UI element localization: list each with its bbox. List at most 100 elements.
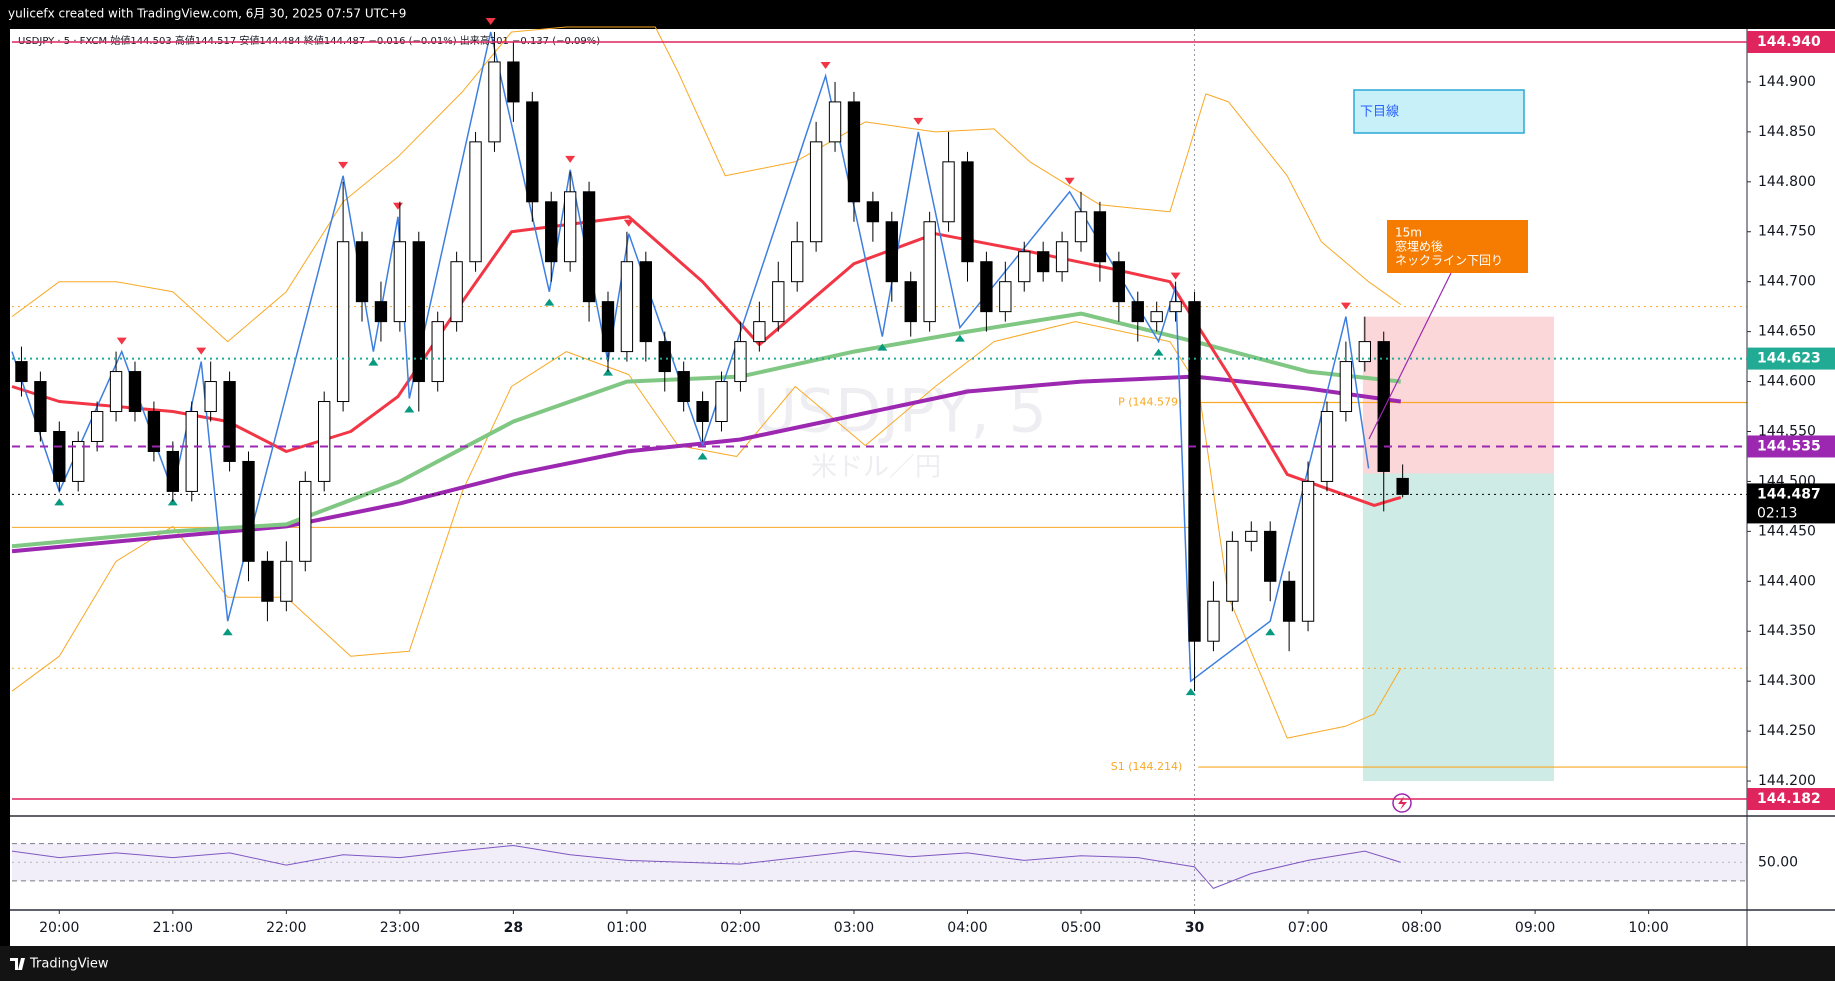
candle-body [280, 560, 293, 602]
candle-body [15, 361, 28, 383]
candle-body [242, 460, 255, 562]
candle-body [1245, 530, 1258, 542]
candle-body [772, 281, 785, 323]
candle-body [828, 101, 842, 143]
candle-body [412, 241, 425, 383]
pivot-marker [565, 155, 576, 163]
candle-body [791, 241, 804, 283]
annotation-text: ネックライン下回り [1395, 254, 1503, 268]
y-tick-label: 144.200 [1758, 773, 1816, 789]
level-price-label: 144.535 [1757, 438, 1821, 454]
candle-body [166, 450, 179, 492]
candle-body [1018, 251, 1031, 283]
x-tick-label: 10:00 [1628, 920, 1668, 936]
y-tick-label: 144.900 [1758, 74, 1816, 90]
candle-body [128, 371, 142, 413]
rsi-line [11, 844, 1401, 889]
x-tick-label: 20:00 [39, 920, 79, 936]
candle-body [34, 381, 47, 432]
annotation-box[interactable] [1387, 220, 1528, 273]
level-price-label: 144.940 [1757, 34, 1821, 50]
candle-body [53, 430, 66, 482]
candle-body [1169, 301, 1182, 313]
pivot-marker [222, 628, 233, 636]
y-tick-label: 144.650 [1758, 324, 1816, 340]
candle-body [677, 371, 690, 403]
candle-body [1264, 530, 1277, 582]
level-price-box [1747, 788, 1835, 811]
candle-body [753, 321, 766, 343]
level-price-box [1747, 347, 1835, 370]
y-tick-label: 144.700 [1758, 274, 1816, 290]
y-tick-label: 144.600 [1758, 374, 1816, 390]
x-tick-label: 01:00 [607, 920, 647, 936]
candle-body [1036, 251, 1050, 273]
indicator-line [11, 321, 1402, 739]
pivot-marker [913, 117, 924, 125]
candle-body [696, 401, 709, 423]
pivot-marker [368, 358, 379, 366]
x-tick-label: 05:00 [1061, 920, 1101, 936]
annotation-box[interactable] [1353, 89, 1525, 134]
annotation-text: 下目線 [1360, 104, 1399, 120]
candle-body [1358, 341, 1371, 363]
candle-body [1207, 600, 1220, 642]
candle-body [299, 480, 312, 562]
chart-title: yulicefx created with TradingView.com, 6… [8, 7, 406, 21]
position-target-zone [1362, 473, 1555, 782]
candle-body [374, 301, 388, 323]
y-tick-label: 144.800 [1758, 174, 1816, 190]
level-price-box [1747, 435, 1835, 458]
candle-body [999, 281, 1012, 313]
chart-area [10, 29, 1835, 946]
pivot-marker [338, 161, 349, 169]
candle-body [261, 560, 274, 602]
pivot-marker [1170, 272, 1181, 280]
candle-body [1396, 477, 1409, 495]
x-tick-label: 23:00 [380, 920, 420, 936]
candle-body [942, 161, 955, 223]
annotation-connector [1368, 272, 1452, 440]
pivot-marker [196, 347, 207, 355]
candle-body [809, 141, 823, 243]
candle-body [526, 101, 539, 203]
plot: P (144.579) S1 (144.214) [11, 17, 1747, 910]
x-tick-label: 07:00 [1288, 920, 1328, 936]
candle-body [980, 261, 993, 313]
candle-body [318, 401, 331, 482]
candle-body [488, 61, 501, 143]
candle-body [1301, 480, 1315, 622]
position-stop-zone [1362, 316, 1555, 474]
y-tick-label: 144.350 [1758, 623, 1816, 639]
pivot-marker [954, 334, 965, 342]
legend: USDJPY · 5 · FXCM 始値144.503 高値144.517 安値… [18, 34, 600, 47]
x-tick-label: 28 [504, 920, 523, 936]
alert-icon-bolt [1398, 796, 1407, 810]
level-price-label: 144.182 [1757, 791, 1821, 807]
annotation-text: 15m [1395, 226, 1422, 240]
candle-body [147, 411, 161, 452]
pivot-marker [1265, 628, 1276, 636]
indicator-line [11, 215, 1402, 507]
candle-body [204, 381, 217, 413]
x-tick-label: 08:00 [1401, 920, 1441, 936]
level-price-box [1747, 30, 1835, 53]
candle-body [601, 301, 615, 353]
pivot-marker [392, 202, 403, 210]
pivot-marker [877, 343, 888, 351]
candle-body [1226, 540, 1239, 602]
annotation-text: 窓埋め後 [1395, 240, 1443, 254]
candle-body [336, 241, 350, 403]
candle-body [620, 261, 634, 353]
footer [0, 946, 1835, 981]
level-price-label: 144.487 [1757, 486, 1821, 502]
level-price-label: 144.623 [1757, 351, 1821, 367]
y-tick-label: 144.450 [1758, 523, 1816, 539]
pivot-marker [1340, 302, 1351, 310]
candle-body [961, 161, 974, 263]
candle-body [1055, 241, 1069, 273]
pivot-marker [116, 337, 127, 345]
pivot-marker [54, 498, 65, 506]
y-tick-label: 144.400 [1758, 573, 1816, 589]
